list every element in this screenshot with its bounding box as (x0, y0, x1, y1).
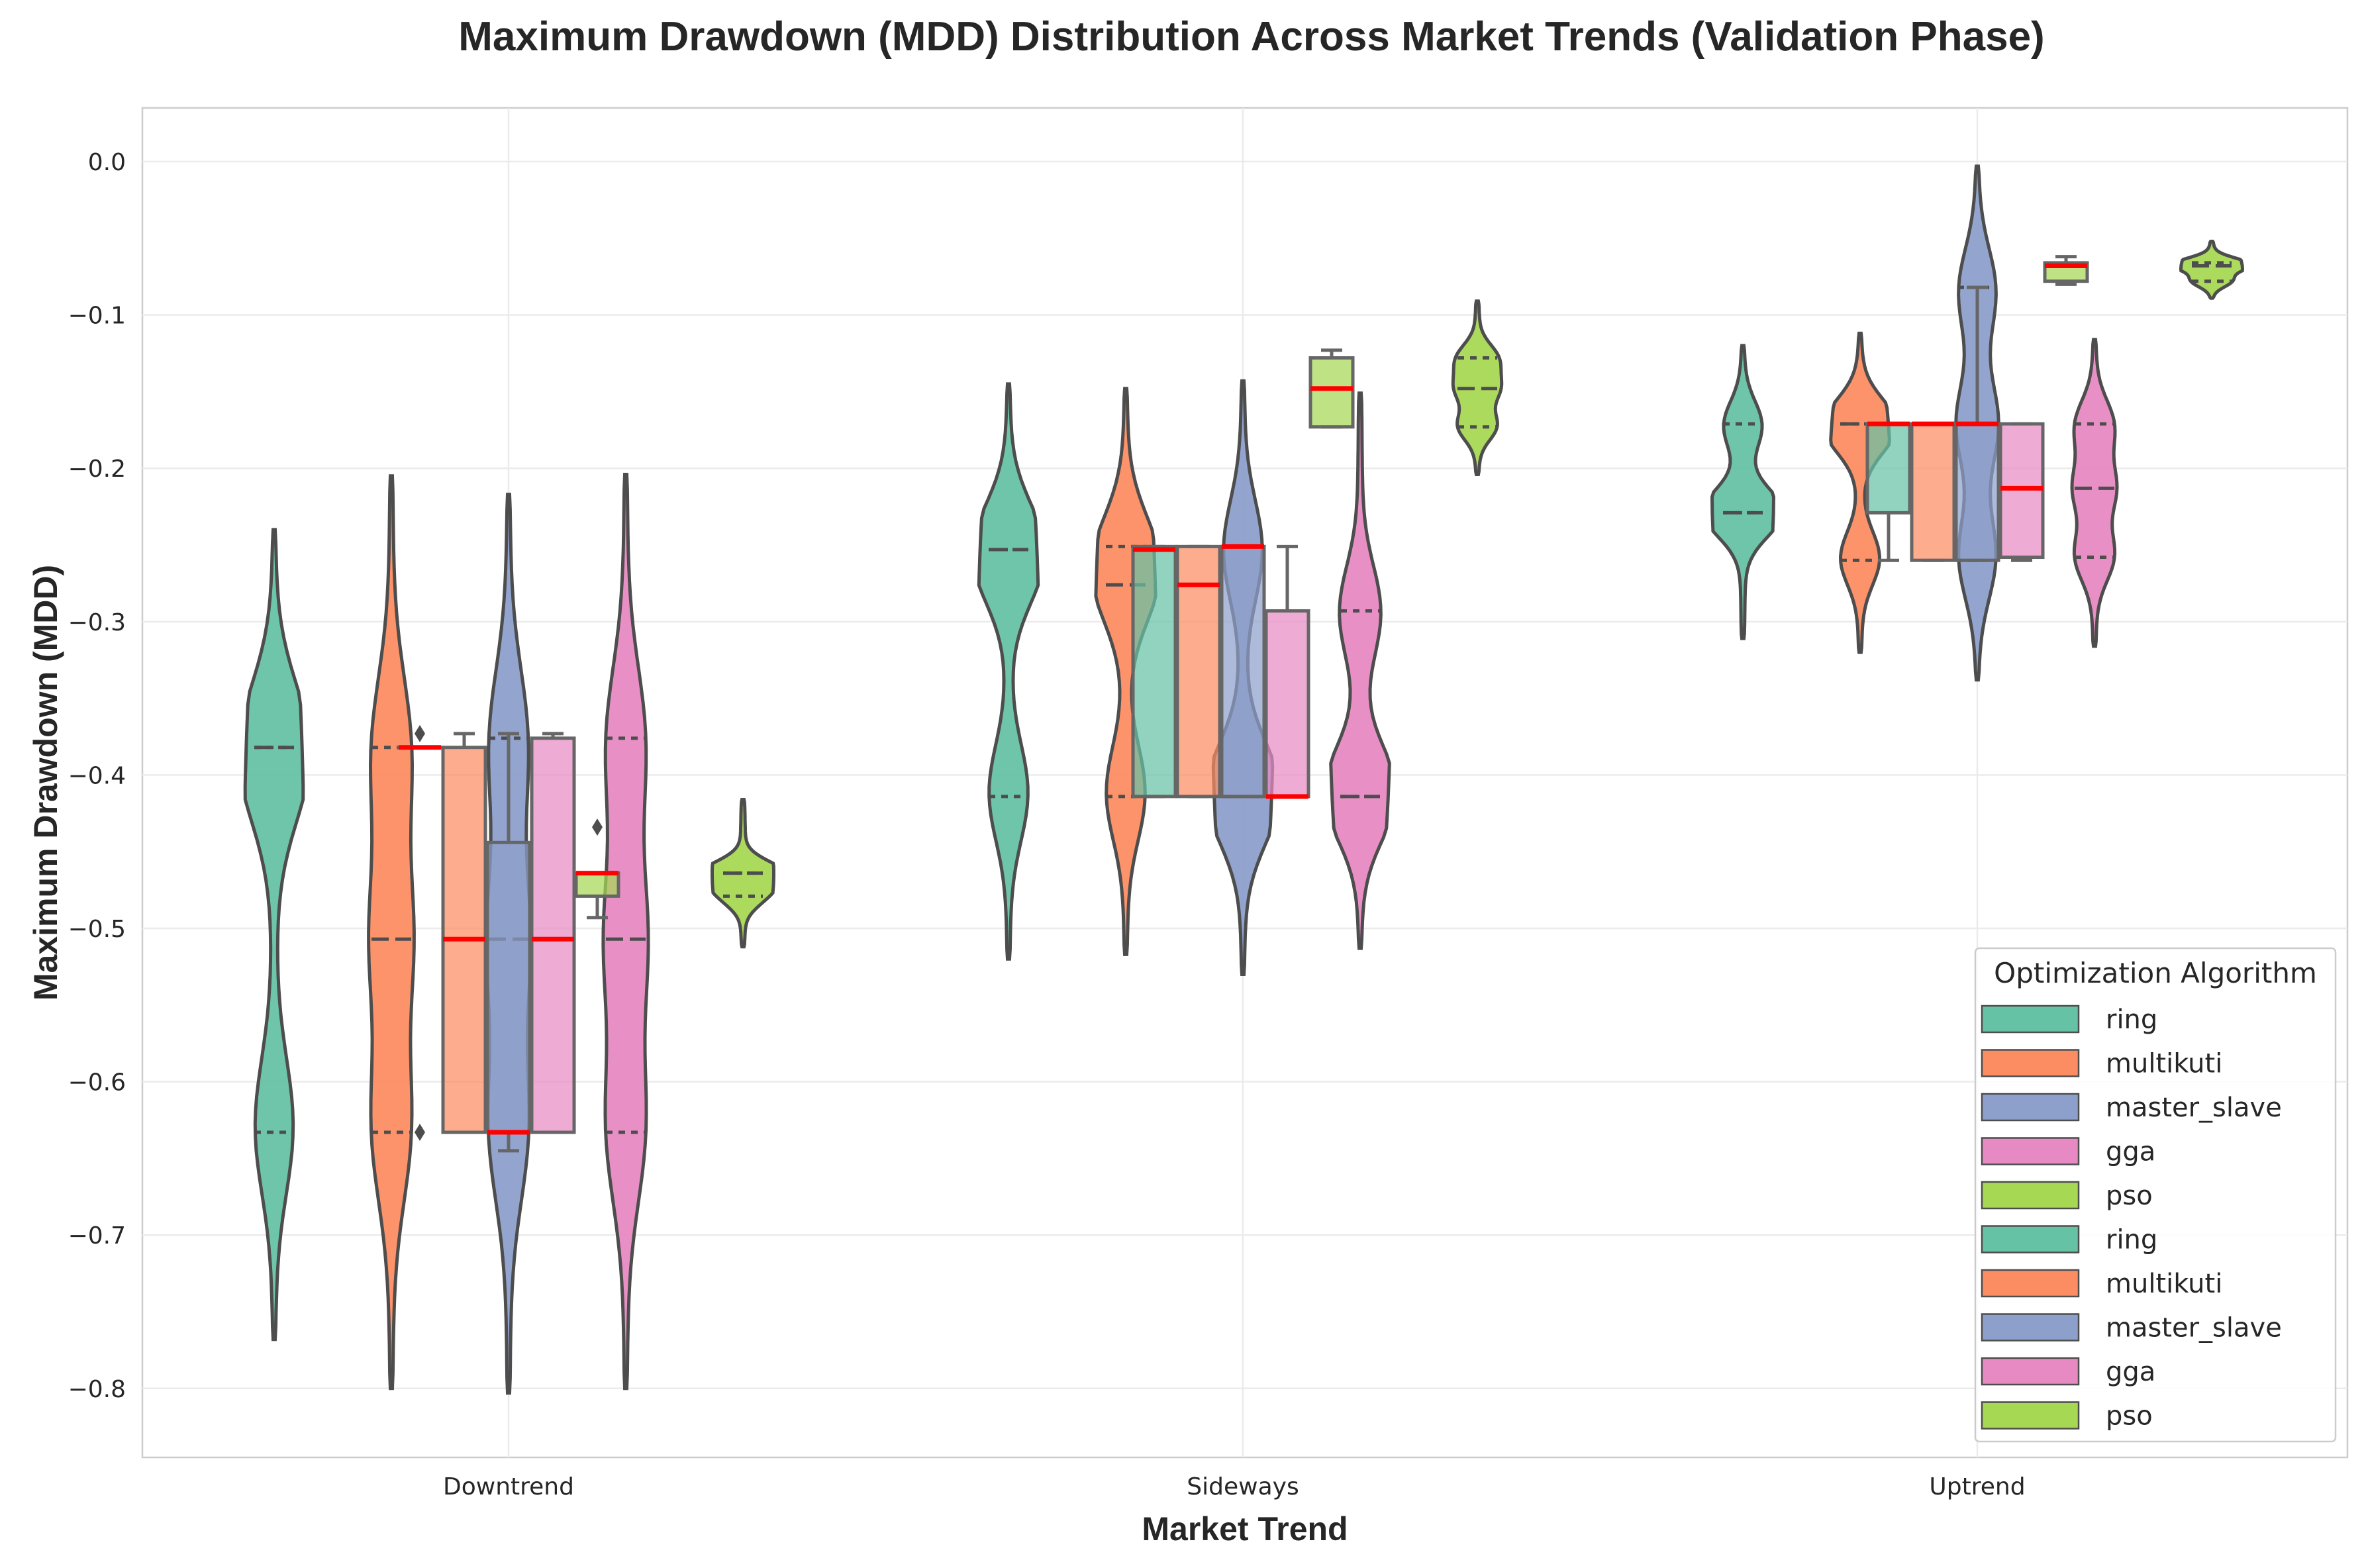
box-master_slave (485, 840, 532, 1134)
box-multikuti (1175, 544, 1222, 799)
y-tick-label: −0.3 (68, 609, 126, 636)
violin-gga (601, 473, 650, 1391)
x-tick-label: Downtrend (443, 1473, 574, 1500)
legend-swatch-gga (1981, 1137, 2080, 1165)
legend-label-gga: gga (2106, 1137, 2155, 1167)
y-tick-label: −0.2 (68, 456, 126, 483)
box-ring (1865, 422, 1912, 514)
legend-swatch-master_slave (1981, 1093, 2080, 1122)
box-outlier (415, 1124, 425, 1142)
violin-gga (2070, 338, 2119, 648)
y-axis-ticks: 0.0 −0.1 −0.2 −0.3 −0.4 −0.5 −0.6 −0.7 −0.8 (68, 149, 126, 1403)
violin-multikuti (1829, 331, 1891, 654)
y-tick-label: −0.4 (68, 762, 126, 789)
violin-multikuti (367, 474, 416, 1391)
legend-label-ring: ring (2106, 1004, 2157, 1035)
y-tick-label: −0.5 (68, 916, 126, 943)
x-axis-title: Market Trend (1142, 1510, 1348, 1547)
legend-title: Optimization Algorithm (1994, 957, 2317, 989)
legend-swatch-gga (1981, 1357, 2080, 1386)
violin-ring (1710, 344, 1776, 640)
y-tick-label: −0.1 (68, 303, 126, 330)
legend-swatch-multikuti (1981, 1049, 2080, 1077)
violin-gga (1329, 391, 1391, 950)
chart-title: Maximum Drawdown (MDD) Distribution Acro… (458, 14, 2044, 60)
box-master_slave (1220, 544, 1266, 799)
box-outlier (592, 818, 603, 836)
box-outlier (415, 724, 425, 742)
violin-layer (243, 164, 2244, 1395)
legend-label-pso: pso (2106, 1181, 2153, 1211)
box-multikuti (1910, 422, 1956, 562)
box-ring (1131, 544, 1177, 799)
legend-swatch-ring (1981, 1004, 2080, 1034)
legend-label-master_slave: master_slave (2106, 1093, 2282, 1123)
box-master_slave (1954, 422, 2000, 562)
legend-label-master_slave: master_slave (2106, 1313, 2282, 1344)
violin-pso (2179, 240, 2244, 300)
y-tick-label: −0.7 (68, 1222, 126, 1250)
violin-pso (711, 798, 775, 949)
violin-ring (977, 382, 1040, 961)
legend-label-multikuti: multikuti (2106, 1049, 2222, 1079)
legend-label-ring: ring (2106, 1225, 2157, 1255)
y-tick-label: −0.8 (68, 1376, 126, 1403)
x-tick-label: Uptrend (1929, 1473, 2025, 1500)
x-tick-label: Sideways (1187, 1473, 1299, 1500)
legend-swatch-pso (1981, 1401, 2080, 1430)
box-layer (397, 255, 2089, 1153)
x-axis-ticks: Downtrend Sideways Uptrend (443, 1473, 2026, 1500)
legend-label-multikuti: multikuti (2106, 1269, 2222, 1299)
legend: Optimization Algorithm ring multikuti maste… (1974, 947, 2337, 1443)
legend-swatch-multikuti (1981, 1269, 2080, 1298)
box-pso (574, 871, 620, 898)
box-gga (530, 736, 576, 1134)
violin-pso (1451, 299, 1504, 476)
legend-swatch-master_slave (1981, 1313, 2080, 1342)
legend-swatch-pso (1981, 1181, 2080, 1210)
y-tick-label: 0.0 (88, 149, 126, 176)
violin-ring (243, 528, 305, 1342)
legend-swatch-ring (1981, 1225, 2080, 1253)
box-gga (1264, 609, 1310, 799)
legend-label-gga: gga (2106, 1357, 2155, 1387)
y-tick-label: −0.6 (68, 1069, 126, 1097)
box-pso (1308, 356, 1355, 429)
y-axis-title: Maximum Drawdown (MDD) (27, 565, 64, 1001)
legend-label-pso: pso (2106, 1401, 2153, 1432)
